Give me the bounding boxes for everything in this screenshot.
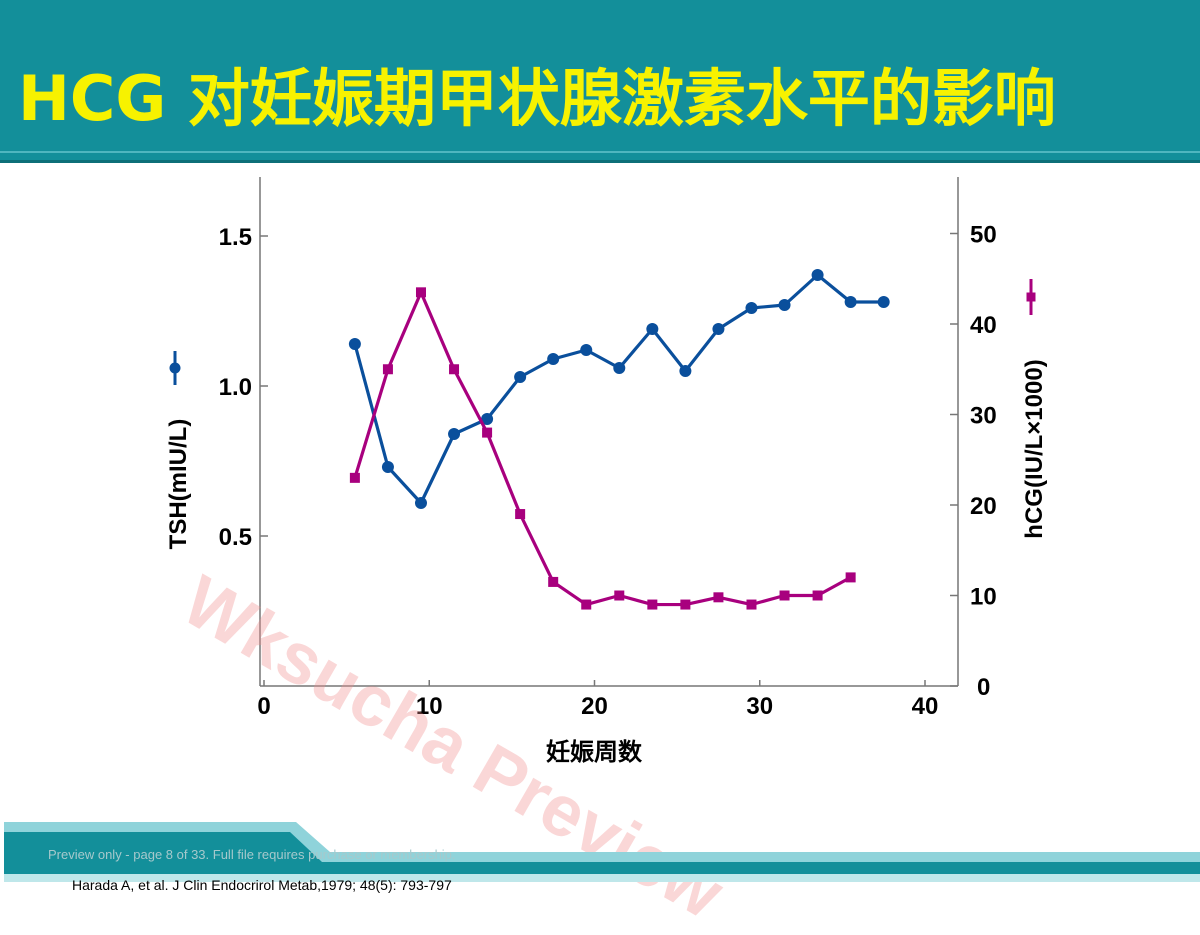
x-tick-label: 20	[581, 693, 608, 720]
citation: Harada A, et al. J Clin Endocrirol Metab…	[72, 877, 452, 893]
right-y-tick-label: 0	[977, 674, 990, 701]
right-y-tick-label: 20	[970, 493, 997, 520]
tsh-data-point	[481, 413, 494, 425]
tsh-data-point	[679, 365, 692, 377]
x-tick-label: 40	[912, 693, 939, 720]
hcg-data-point	[349, 472, 360, 483]
x-tick-label: 30	[746, 693, 773, 720]
x-axis-title: 妊娠周数	[546, 739, 643, 766]
tsh-data-point	[877, 296, 890, 308]
tsh-data-point	[745, 302, 758, 314]
right-y-tick-label: 10	[970, 584, 997, 611]
slide-title: HCG 对妊娠期甲状腺激素水平的影响	[18, 62, 1056, 135]
hcg-legend-marker	[1026, 279, 1036, 315]
preview-notice: Preview only - page 8 of 33. Full file r…	[48, 847, 456, 862]
right-y-tick-label: 50	[970, 222, 997, 249]
tsh-data-point	[547, 353, 560, 365]
hcg-data-point	[680, 599, 691, 610]
hcg-data-point	[779, 590, 790, 601]
x-tick-label: 10	[416, 693, 443, 720]
tsh-data-point	[844, 296, 857, 308]
left-y-tick-label: 1.0	[219, 374, 252, 401]
hcg-data-point	[746, 599, 757, 610]
hcg-data-point	[415, 287, 426, 298]
x-tick-label: 0	[257, 693, 270, 720]
tsh-data-point	[348, 338, 361, 350]
tsh-data-point	[381, 461, 394, 473]
title-banner	[0, 0, 1200, 163]
hcg-data-point	[812, 590, 823, 601]
tsh-data-point	[778, 299, 791, 311]
tsh-series-line	[353, 273, 884, 505]
tsh-data-point	[712, 323, 725, 335]
hcg-series-line	[353, 290, 852, 607]
hcg-data-point	[548, 576, 559, 587]
hcg-data-point	[713, 592, 724, 603]
tsh-hcg-line-chart: 0 10 20 30 40 0.5 1.0 1.5 0 10 20 30 40 …	[165, 177, 1048, 766]
tsh-data-point	[811, 269, 824, 281]
tsh-data-point	[580, 344, 593, 356]
right-y-axis-title: hCG(IU/L×1000)	[1021, 359, 1048, 538]
left-y-tick-label: 1.5	[219, 224, 252, 251]
tsh-data-point	[514, 371, 527, 383]
tsh-legend-marker	[169, 351, 181, 385]
hcg-data-point	[482, 427, 493, 438]
hcg-data-point	[515, 509, 526, 520]
right-y-tick-label: 40	[970, 312, 997, 339]
hcg-data-point	[647, 599, 658, 610]
tsh-data-point	[646, 323, 659, 335]
left-y-tick-label: 0.5	[219, 524, 252, 551]
footer-band	[4, 822, 1200, 882]
hcg-data-point	[614, 590, 625, 601]
right-y-tick-label: 30	[970, 403, 997, 430]
hcg-data-point	[581, 599, 592, 610]
left-y-axis-title: TSH(mIU/L)	[165, 419, 192, 550]
hcg-data-point	[449, 364, 460, 375]
tsh-data-point	[613, 362, 626, 374]
banner-divider	[0, 151, 1200, 153]
hcg-data-point	[382, 364, 393, 375]
tsh-data-point	[414, 497, 427, 509]
hcg-data-point	[845, 572, 856, 583]
tsh-data-point	[448, 428, 461, 440]
